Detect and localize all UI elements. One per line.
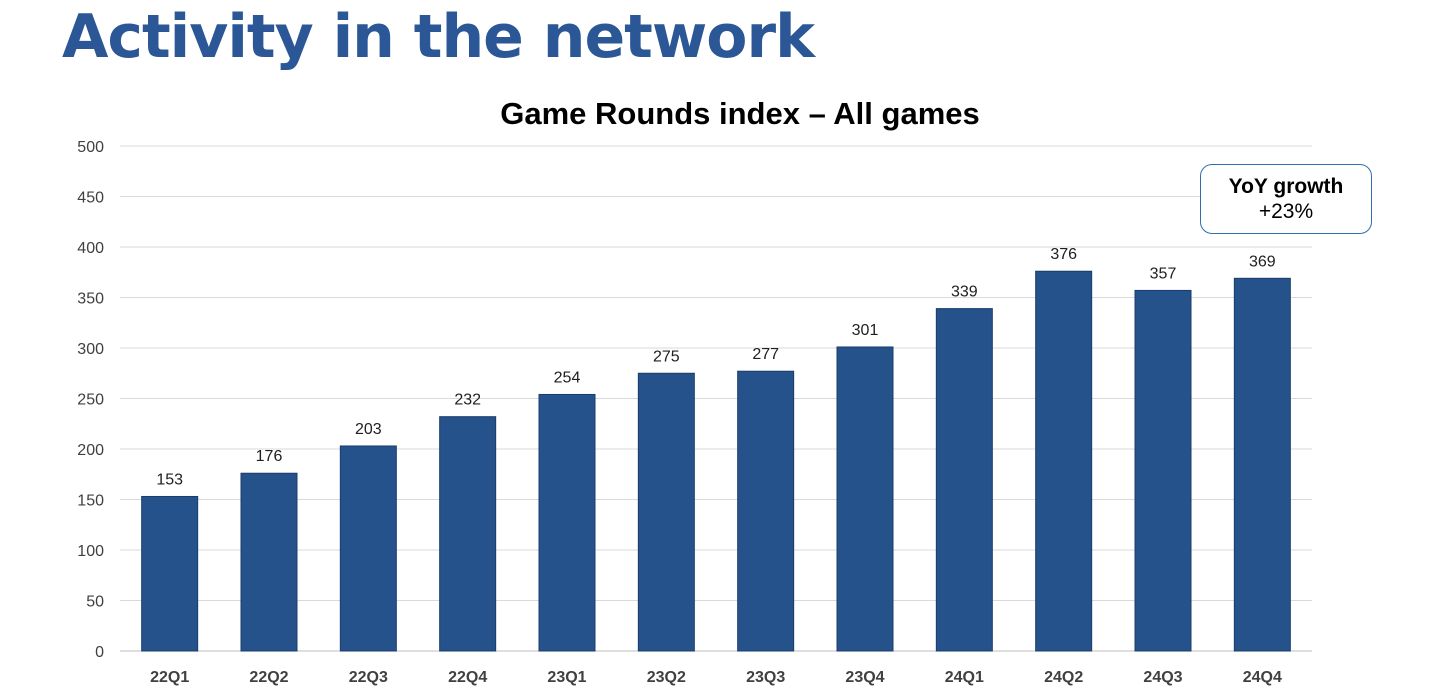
y-tick-label: 0 xyxy=(95,644,104,661)
y-tick-label: 450 xyxy=(77,190,104,207)
data-label-24Q3: 357 xyxy=(1150,265,1177,282)
data-label-23Q2: 275 xyxy=(653,348,680,365)
x-tick-label-24Q1: 24Q1 xyxy=(945,669,984,686)
bar-24Q1 xyxy=(935,308,993,652)
data-label-22Q3: 203 xyxy=(355,421,382,438)
yoy-growth-callout: YoY growth +23% xyxy=(1200,164,1372,234)
bar-23Q4 xyxy=(836,346,894,652)
bar-24Q2 xyxy=(1035,270,1093,652)
x-tick-label-22Q2: 22Q2 xyxy=(249,669,288,686)
data-label-24Q4: 369 xyxy=(1249,253,1276,270)
data-labels: 153 176 203 232 254 275 277 301 339 376 357 369 xyxy=(156,246,1275,488)
x-tick-label-23Q2: 23Q2 xyxy=(647,669,686,686)
bar-23Q3 xyxy=(737,370,795,652)
data-label-23Q3: 277 xyxy=(752,346,779,363)
bar-22Q2 xyxy=(240,472,298,652)
y-tick-label: 50 xyxy=(86,594,104,611)
x-tick-label-23Q3: 23Q3 xyxy=(746,669,785,686)
bars xyxy=(141,270,1291,652)
data-label-22Q2: 176 xyxy=(256,448,283,465)
data-label-24Q1: 339 xyxy=(951,284,978,301)
y-tick-label: 200 xyxy=(77,442,104,459)
slide-title: Activity in the network xyxy=(62,2,815,72)
y-tick-label: 400 xyxy=(77,240,104,257)
y-tick-label: 250 xyxy=(77,392,104,409)
x-tick-label-23Q4: 23Q4 xyxy=(845,669,884,686)
data-label-23Q1: 254 xyxy=(554,369,581,386)
x-tick-label-22Q3: 22Q3 xyxy=(349,669,388,686)
bar-24Q4 xyxy=(1233,277,1291,652)
data-label-24Q2: 376 xyxy=(1050,246,1077,263)
x-tick-label-24Q3: 24Q3 xyxy=(1143,669,1182,686)
data-label-23Q4: 301 xyxy=(852,322,879,339)
gridlines xyxy=(120,145,1312,652)
data-label-22Q1: 153 xyxy=(156,471,183,488)
y-tick-label: 300 xyxy=(77,341,104,358)
bar-23Q1 xyxy=(538,393,596,652)
y-tick-label: 500 xyxy=(77,139,104,156)
yoy-growth-label: YoY growth xyxy=(1228,175,1344,198)
chart-title: Game Rounds index – All games xyxy=(500,96,980,131)
bar-22Q4 xyxy=(439,416,497,652)
yoy-growth-value: +23% xyxy=(1258,200,1314,223)
bar-23Q2 xyxy=(637,372,695,652)
x-tick-label-22Q1: 22Q1 xyxy=(150,669,189,686)
data-label-22Q4: 232 xyxy=(454,392,481,409)
y-axis-ticks: 0 50 100 150 200 250 300 350 400 450 500 xyxy=(77,139,104,661)
bar-24Q3 xyxy=(1134,289,1192,652)
y-tick-label: 150 xyxy=(77,493,104,510)
x-tick-label-24Q2: 24Q2 xyxy=(1044,669,1083,686)
y-tick-label: 350 xyxy=(77,291,104,308)
y-tick-label: 100 xyxy=(77,543,104,560)
x-tick-label-23Q1: 23Q1 xyxy=(547,669,586,686)
x-axis-categories: 22Q1 22Q2 22Q3 22Q4 23Q1 23Q2 23Q3 23Q4 24Q1 24Q2… xyxy=(150,669,1282,686)
bar-22Q3 xyxy=(339,445,397,652)
x-tick-label-22Q4: 22Q4 xyxy=(448,669,487,686)
bar-22Q1 xyxy=(141,495,199,652)
x-tick-label-24Q4: 24Q4 xyxy=(1243,669,1282,686)
